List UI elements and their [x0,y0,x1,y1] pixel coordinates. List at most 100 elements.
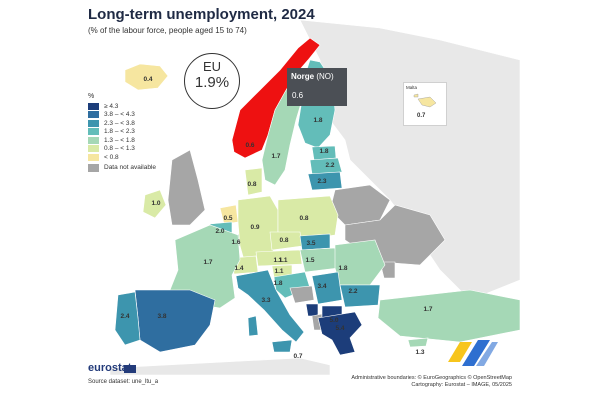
legend-swatch [88,111,99,119]
label-estonia: 1.8 [319,148,328,155]
region-austria [255,249,303,267]
label-hungary: 1.5 [305,257,314,264]
credit-boundaries: Administrative boundaries: © EuroGeograp… [351,375,512,381]
label-liechtenstein: 1.4 [234,265,243,272]
legend-item[interactable]: ≥ 4.3 [88,102,156,111]
legend-item[interactable]: 2.3 – < 3.8 [88,119,156,128]
legend-label: < 0.8 [104,153,119,161]
inset-name: Malta [406,85,418,90]
label-cyprus: 1.3 [415,349,424,356]
label-portugal: 2.4 [120,313,129,320]
label-lithuania: 2.3 [317,178,326,185]
legend-label: 3.8 – < 4.3 [104,111,135,119]
legend-swatch [88,136,99,144]
label-switzerland: 1.1 [274,268,283,275]
label-latvia: 2.2 [325,162,334,169]
region-ireland [142,189,167,219]
region-italy [235,269,305,343]
malta-island-icon [413,93,437,108]
page-subtitle: (% of the labour force, people aged 15 t… [88,26,247,35]
label-montenegro: 5.0 [329,317,338,324]
region-bulgaria [339,284,381,308]
label-iceland: 0.4 [143,76,152,83]
legend-swatch [88,119,99,127]
label-czechia: 0.8 [279,237,288,244]
eurostat-logo[interactable]: eurostat [88,362,132,374]
region-lithuania [307,171,343,191]
region-turkey [377,289,521,343]
eu-badge-value: 1.9% [194,74,230,91]
legend-item[interactable]: < 0.8 [88,153,156,162]
tooltip-country: Norge [291,72,315,81]
legend-swatch [88,153,99,161]
eu-average-badge: EU 1.9% [184,53,240,109]
label-germany: 0.9 [250,224,259,231]
region-sicily [271,339,293,353]
label-bulgaria: 2.2 [348,288,357,295]
legend-item[interactable]: 0.8 – < 1.3 [88,145,156,154]
label-ireland: 1.0 [151,200,160,207]
label-italy: 3.3 [261,297,270,304]
credits: Administrative boundaries: © EuroGeograp… [351,375,512,389]
region-france [169,224,241,309]
region-montenegro [305,303,319,317]
map-tooltip: Norge (NO) 0.6 [287,68,347,106]
label-sweden: 1.7 [271,153,280,160]
legend-label: ≥ 4.3 [104,102,119,110]
label-croatia: 1.8 [273,280,282,287]
label-norway: 0.6 [245,142,254,149]
legend-item[interactable]: 3.8 – < 4.3 [88,111,156,120]
region-sardinia [247,315,259,337]
region-denmark [244,167,263,196]
legend-item[interactable]: 1.3 – < 1.8 [88,136,156,145]
label-spain: 3.8 [157,313,166,320]
tooltip-code: (NO) [316,72,334,81]
legend-label: 0.8 – < 1.3 [104,145,135,153]
label-netherlands: 0.5 [223,215,232,222]
legend-item[interactable]: 1.8 – < 2.3 [88,128,156,137]
eurostat-graphic-icon [448,340,498,366]
region-north-africa [109,357,331,376]
label-turkey: 1.7 [423,306,432,313]
malta-inset[interactable]: Malta 0.7 [403,82,447,126]
eu-badge-label: EU [202,59,222,74]
map-legend: % ≥ 4.3 3.8 – < 4.3 2.3 – < 3.8 1.8 – < … [88,93,156,172]
legend-swatch [88,128,99,136]
label-france: 1.7 [203,259,212,266]
label-serbia: 3.4 [317,283,326,290]
tooltip-value: 0.6 [292,91,304,100]
legend-swatch [88,102,99,110]
source-note: Source dataset: une_ltu_a [88,379,159,385]
label-slovakia: 3.5 [306,240,315,247]
region-uk [167,149,206,226]
eu-flag-icon [124,365,136,373]
label-belgium: 2.0 [215,228,224,235]
region-bosnia [289,285,315,304]
page-title: Long-term unemployment, 2024 [88,6,315,23]
label-slovenia: 1.1 [278,257,287,264]
region-serbia [311,271,343,305]
legend-item-not-available[interactable]: Data not available [88,163,157,173]
label-poland: 0.8 [299,215,308,222]
label-finland: 1.8 [313,117,322,124]
label-romania: 1.8 [338,265,347,272]
legend-swatch [88,145,99,153]
legend-label: Data not available [104,164,157,172]
legend-label: 1.8 – < 2.3 [104,128,135,136]
region-cyprus [407,337,429,348]
label-denmark: 0.8 [247,181,256,188]
region-greece [317,311,363,356]
label-luxembourg: 1.6 [231,239,240,246]
legend-label: 2.3 – < 3.8 [104,119,135,127]
region-portugal [114,291,141,346]
inset-value: 0.7 [417,113,426,119]
legend-unit: % [88,93,95,100]
credit-cartography: Cartography: Eurostat – IMAGE, 05/2025 [411,382,512,388]
label-austria: 1.1 [273,257,282,264]
label-greece: 5.4 [335,325,344,332]
region-latvia [309,157,343,175]
legend-label: 1.3 – < 1.8 [104,136,135,144]
region-iceland [124,63,169,91]
